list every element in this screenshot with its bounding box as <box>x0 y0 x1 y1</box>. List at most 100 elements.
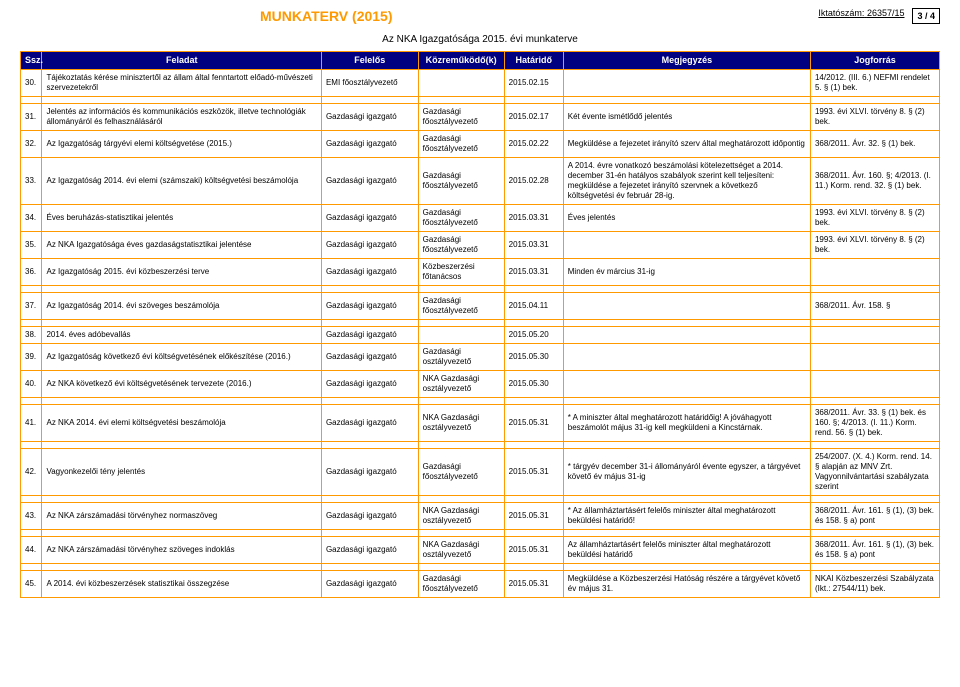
col-jog: Jogforrás <box>810 52 939 70</box>
cell: 2015.02.22 <box>504 131 563 158</box>
cell: Gazdasági igazgató <box>321 131 418 158</box>
col-hatar: Határidő <box>504 52 563 70</box>
cell: 33. <box>21 158 42 205</box>
cell: 42. <box>21 449 42 496</box>
cell: Megküldése a fejezetet irányító szerv ál… <box>563 131 810 158</box>
table-row: 34.Éves beruházás-statisztikai jelentésG… <box>21 205 940 232</box>
cell: 34. <box>21 205 42 232</box>
page-number: 3 / 4 <box>912 8 940 24</box>
cell: 2015.02.28 <box>504 158 563 205</box>
cell: 1993. évi XLVI. törvény 8. § (2) bek. <box>810 232 939 259</box>
cell: Gazdasági igazgató <box>321 293 418 320</box>
cell: Gazdasági igazgató <box>321 537 418 564</box>
cell: Gazdasági igazgató <box>321 327 418 344</box>
cell: Megküldése a Közbeszerzési Hatóság részé… <box>563 571 810 598</box>
cell: 254/2007. (X. 4.) Korm. rend. 14. § alap… <box>810 449 939 496</box>
cell: Gazdasági igazgató <box>321 232 418 259</box>
table-row: 44.Az NKA zárszámadási törvényhez szöveg… <box>21 537 940 564</box>
cell: Gazdasági igazgató <box>321 205 418 232</box>
col-megj: Megjegyzés <box>563 52 810 70</box>
cell: 368/2011. Ávr. 33. § (1) bek. és 160. §;… <box>810 405 939 442</box>
cell: Gazdasági igazgató <box>321 405 418 442</box>
cell: 368/2011. Ávr. 161. § (1), (3) bek. és 1… <box>810 503 939 530</box>
table-row: 38.2014. éves adóbevallásGazdasági igazg… <box>21 327 940 344</box>
cell: 35. <box>21 232 42 259</box>
cell: Az Igazgatóság 2014. évi elemi (számszak… <box>42 158 321 205</box>
cell <box>810 327 939 344</box>
cell: Gazdasági főosztályvezető <box>418 205 504 232</box>
cell: Éves jelentés <box>563 205 810 232</box>
reg-label: Iktatószám: 26357/15 <box>818 8 904 18</box>
table-row: 35.Az NKA Igazgatósága éves gazdaságstat… <box>21 232 940 259</box>
cell: 2015.03.31 <box>504 232 563 259</box>
cell: 2015.02.17 <box>504 104 563 131</box>
spacer-row <box>21 286 940 293</box>
cell: Gazdasági főosztályvezető <box>418 131 504 158</box>
cell: Vagyonkezelői tény jelentés <box>42 449 321 496</box>
cell: Az NKA zárszámadási törvényhez szöveges … <box>42 537 321 564</box>
work-plan-table: Ssz. Feladat Felelős Közreműködő(k) Hatá… <box>20 51 940 598</box>
cell: 43. <box>21 503 42 530</box>
cell: 2015.05.31 <box>504 537 563 564</box>
table-header-row: Ssz. Feladat Felelős Közreműködő(k) Hatá… <box>21 52 940 70</box>
cell: Éves beruházás-statisztikai jelentés <box>42 205 321 232</box>
cell: 38. <box>21 327 42 344</box>
cell: 1993. évi XLVI. törvény 8. § (2) bek. <box>810 104 939 131</box>
cell: 368/2011. Ávr. 161. § (1), (3) bek. és 1… <box>810 537 939 564</box>
cell: Gazdasági igazgató <box>321 344 418 371</box>
cell: Gazdasági igazgató <box>321 449 418 496</box>
spacer-row <box>21 320 940 327</box>
cell: 2015.04.11 <box>504 293 563 320</box>
cell <box>563 371 810 398</box>
table-row: 40.Az NKA következő évi költségvetésének… <box>21 371 940 398</box>
table-row: 39.Az Igazgatóság következő évi költségv… <box>21 344 940 371</box>
cell <box>563 327 810 344</box>
table-row: 30.Tájékoztatás kérése minisztertől az á… <box>21 70 940 97</box>
cell: 36. <box>21 259 42 286</box>
cell: Minden év március 31-ig <box>563 259 810 286</box>
cell <box>810 259 939 286</box>
cell: Az Igazgatóság következő évi költségveté… <box>42 344 321 371</box>
cell: 368/2011. Ávr. 158. § <box>810 293 939 320</box>
cell: Gazdasági igazgató <box>321 571 418 598</box>
cell: Két évente ismétlődő jelentés <box>563 104 810 131</box>
cell: 2014. éves adóbevallás <box>42 327 321 344</box>
cell <box>563 344 810 371</box>
col-feladat: Feladat <box>42 52 321 70</box>
col-felelos: Felelős <box>321 52 418 70</box>
cell: Gazdasági főosztályvezető <box>418 449 504 496</box>
cell: EMI főosztályvezető <box>321 70 418 97</box>
cell: Gazdasági főosztályvezető <box>418 158 504 205</box>
cell: Az Igazgatóság 2014. évi szöveges beszám… <box>42 293 321 320</box>
cell: A 2014. évre vonatkozó beszámolási kötel… <box>563 158 810 205</box>
cell: Az Igazgatóság 2015. évi közbeszerzési t… <box>42 259 321 286</box>
page-number-box: Iktatószám: 26357/15 3 / 4 <box>818 8 940 24</box>
cell: 2015.03.31 <box>504 205 563 232</box>
cell: Az Igazgatóság tárgyévi elemi költségvet… <box>42 131 321 158</box>
spacer-row <box>21 97 940 104</box>
cell: 2015.05.31 <box>504 571 563 598</box>
cell <box>418 327 504 344</box>
spacer-row <box>21 442 940 449</box>
cell: NKA Gazdasági osztályvezető <box>418 503 504 530</box>
cell: Gazdasági főosztályvezető <box>418 293 504 320</box>
cell <box>563 70 810 97</box>
cell: 37. <box>21 293 42 320</box>
cell: 2015.05.20 <box>504 327 563 344</box>
cell: 368/2011. Ávr. 32. § (1) bek. <box>810 131 939 158</box>
cell: Az államháztartásért felelős miniszter á… <box>563 537 810 564</box>
cell: Gazdasági igazgató <box>321 503 418 530</box>
cell: * Az államháztartásért felelős miniszter… <box>563 503 810 530</box>
cell <box>810 371 939 398</box>
table-row: 33.Az Igazgatóság 2014. évi elemi (száms… <box>21 158 940 205</box>
spacer-row <box>21 496 940 503</box>
table-row: 32.Az Igazgatóság tárgyévi elemi költség… <box>21 131 940 158</box>
cell: 39. <box>21 344 42 371</box>
cell <box>563 232 810 259</box>
cell: 45. <box>21 571 42 598</box>
table-row: 41.Az NKA 2014. évi elemi költségvetési … <box>21 405 940 442</box>
cell: Az NKA Igazgatósága éves gazdaságstatisz… <box>42 232 321 259</box>
spacer-row <box>21 530 940 537</box>
cell: Az NKA zárszámadási törvényhez normaszöv… <box>42 503 321 530</box>
cell: 32. <box>21 131 42 158</box>
